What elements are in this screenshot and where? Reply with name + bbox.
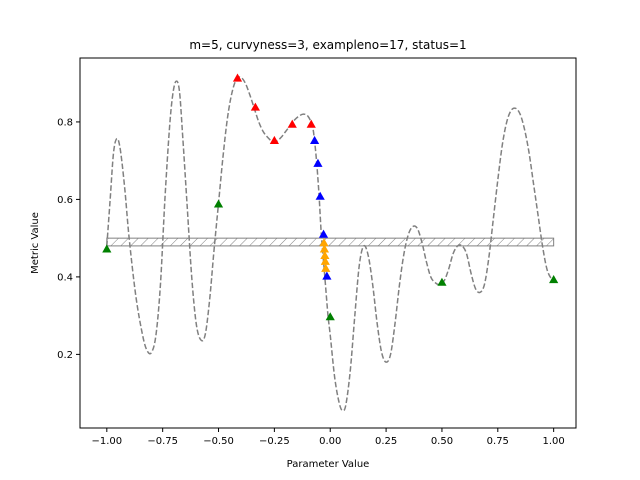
green-marker xyxy=(213,199,224,208)
orange-marker xyxy=(321,263,331,272)
green-marker xyxy=(549,275,559,284)
red-marker xyxy=(287,119,297,128)
axes-frame xyxy=(79,57,577,429)
x-tick-label: −0.25 xyxy=(259,436,290,447)
x-axis: −1.00 −0.75 −0.50 −0.25 0.00 0.25 0.50 0.75 1.00 xyxy=(91,428,565,447)
x-axis-label: Parameter Value xyxy=(287,459,370,470)
chart-title: m=5, curvyness=3, exampleno=17, status=1 xyxy=(189,38,466,52)
red-marker xyxy=(306,119,316,128)
blue-marker xyxy=(318,229,329,238)
green-marker xyxy=(437,277,447,286)
plot-area xyxy=(102,73,559,412)
x-tick-label: −0.50 xyxy=(203,436,234,447)
blue-marker xyxy=(322,271,332,280)
curve-line xyxy=(106,76,554,412)
blue-marker xyxy=(309,135,320,144)
x-tick-label: 0.25 xyxy=(375,436,397,447)
y-axis-label: Metric Value xyxy=(30,212,41,274)
green-marker xyxy=(325,312,335,321)
orange-marker xyxy=(320,250,330,260)
x-tick-label: 0.50 xyxy=(431,436,453,447)
orange-marker xyxy=(319,244,330,253)
x-tick-label: −1.00 xyxy=(91,436,122,447)
x-tick-label: 0.00 xyxy=(319,436,341,447)
y-tick-label: 0.8 xyxy=(57,117,73,128)
orange-marker xyxy=(319,238,329,247)
band-rect xyxy=(106,237,555,247)
blue-marker xyxy=(313,158,323,167)
green-marker xyxy=(102,244,112,253)
red-marker xyxy=(269,135,279,144)
x-tick-label: 1.00 xyxy=(543,436,565,447)
x-tick-label: −0.75 xyxy=(147,436,178,447)
x-tick-label: 0.75 xyxy=(487,436,509,447)
y-tick-label: 0.6 xyxy=(57,195,73,206)
orange-marker xyxy=(320,256,330,265)
y-tick-label: 0.2 xyxy=(57,350,73,361)
blue-marker xyxy=(315,191,325,200)
markers-group xyxy=(102,73,559,321)
y-tick-label: 0.4 xyxy=(57,272,73,283)
y-axis: 0.2 0.4 0.6 0.8 xyxy=(57,117,80,361)
red-marker xyxy=(232,73,243,82)
red-marker xyxy=(250,102,260,111)
